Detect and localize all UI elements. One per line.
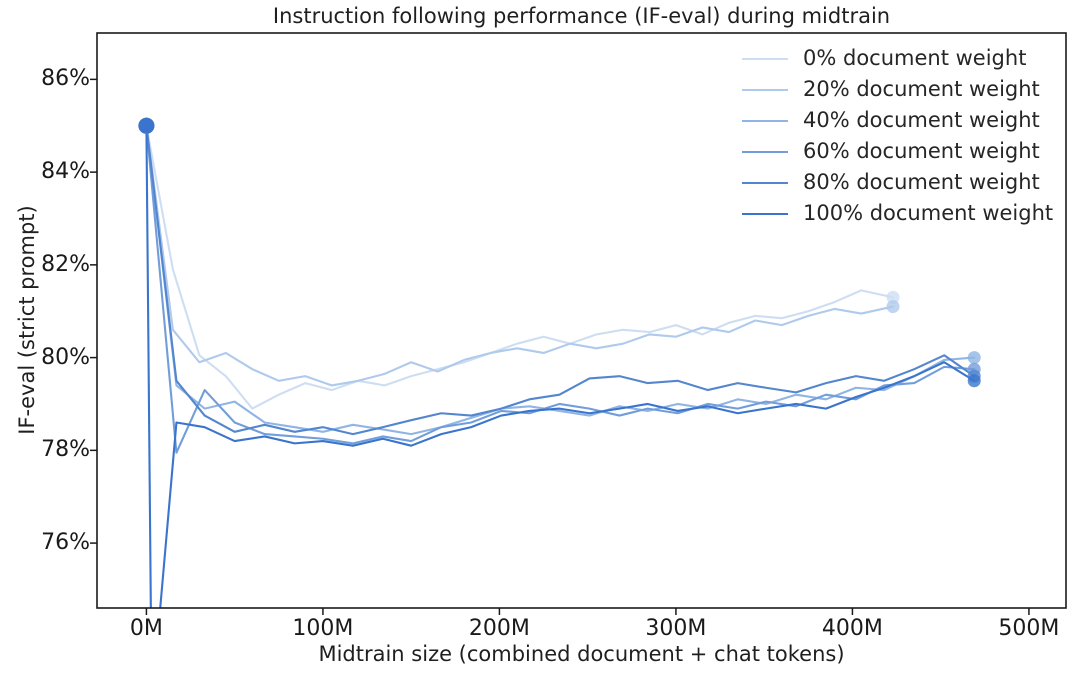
y-tick-label: 84% (41, 159, 90, 185)
series-end-dot-0 (886, 290, 900, 304)
x-tick-label: 100M (292, 616, 354, 641)
legend-row: 20% document weight (742, 74, 1053, 105)
legend: 0% document weight 20% document weight 40%… (742, 43, 1053, 229)
x-axis-label: Midtrain size (combined document + chat … (318, 642, 845, 666)
y-tick-label: 78% (41, 437, 90, 463)
series-line-5 (145, 124, 976, 608)
legend-label: 100% document weight (803, 201, 1054, 225)
legend-row: 60% document weight (742, 136, 1053, 167)
x-tick-label: 300M (645, 616, 707, 641)
legend-row: 80% document weight (742, 167, 1053, 198)
legend-line-swatch (742, 88, 788, 91)
series-line-0 (145, 124, 895, 410)
legend-line-swatch (742, 119, 788, 122)
legend-label: 0% document weight (803, 46, 1027, 70)
x-tick-label: 200M (468, 616, 530, 641)
x-tick-label: 500M (998, 616, 1060, 641)
legend-row: 0% document weight (742, 43, 1053, 74)
series-start-dot-5 (138, 117, 155, 134)
legend-line-swatch (742, 57, 788, 60)
legend-row: 100% document weight (742, 198, 1053, 229)
series-line-3 (145, 124, 976, 454)
series-line-4 (145, 124, 976, 436)
legend-label: 20% document weight (803, 77, 1040, 101)
y-tick-label: 76% (41, 530, 90, 556)
y-tick-label: 80% (41, 344, 90, 370)
x-tick-label: 400M (821, 616, 883, 641)
legend-line-swatch (742, 150, 788, 153)
series-end-dot-2 (967, 351, 981, 365)
legend-label: 60% document weight (803, 139, 1040, 163)
legend-label: 80% document weight (803, 170, 1040, 194)
legend-row: 40% document weight (742, 105, 1053, 136)
axes-spines (96, 32, 1067, 609)
y-tick-label: 82% (41, 251, 90, 277)
chart-title: Instruction following performance (IF-ev… (272, 4, 891, 28)
legend-label: 40% document weight (803, 108, 1040, 132)
legend-line-swatch (742, 212, 788, 215)
legend-line-swatch (742, 181, 788, 184)
series-line-1 (145, 124, 895, 387)
series-end-dot-1 (886, 300, 900, 314)
series-end-dot-5 (967, 374, 981, 388)
x-tick-label: 0M (129, 616, 163, 641)
y-tick-label: 86% (41, 66, 90, 92)
